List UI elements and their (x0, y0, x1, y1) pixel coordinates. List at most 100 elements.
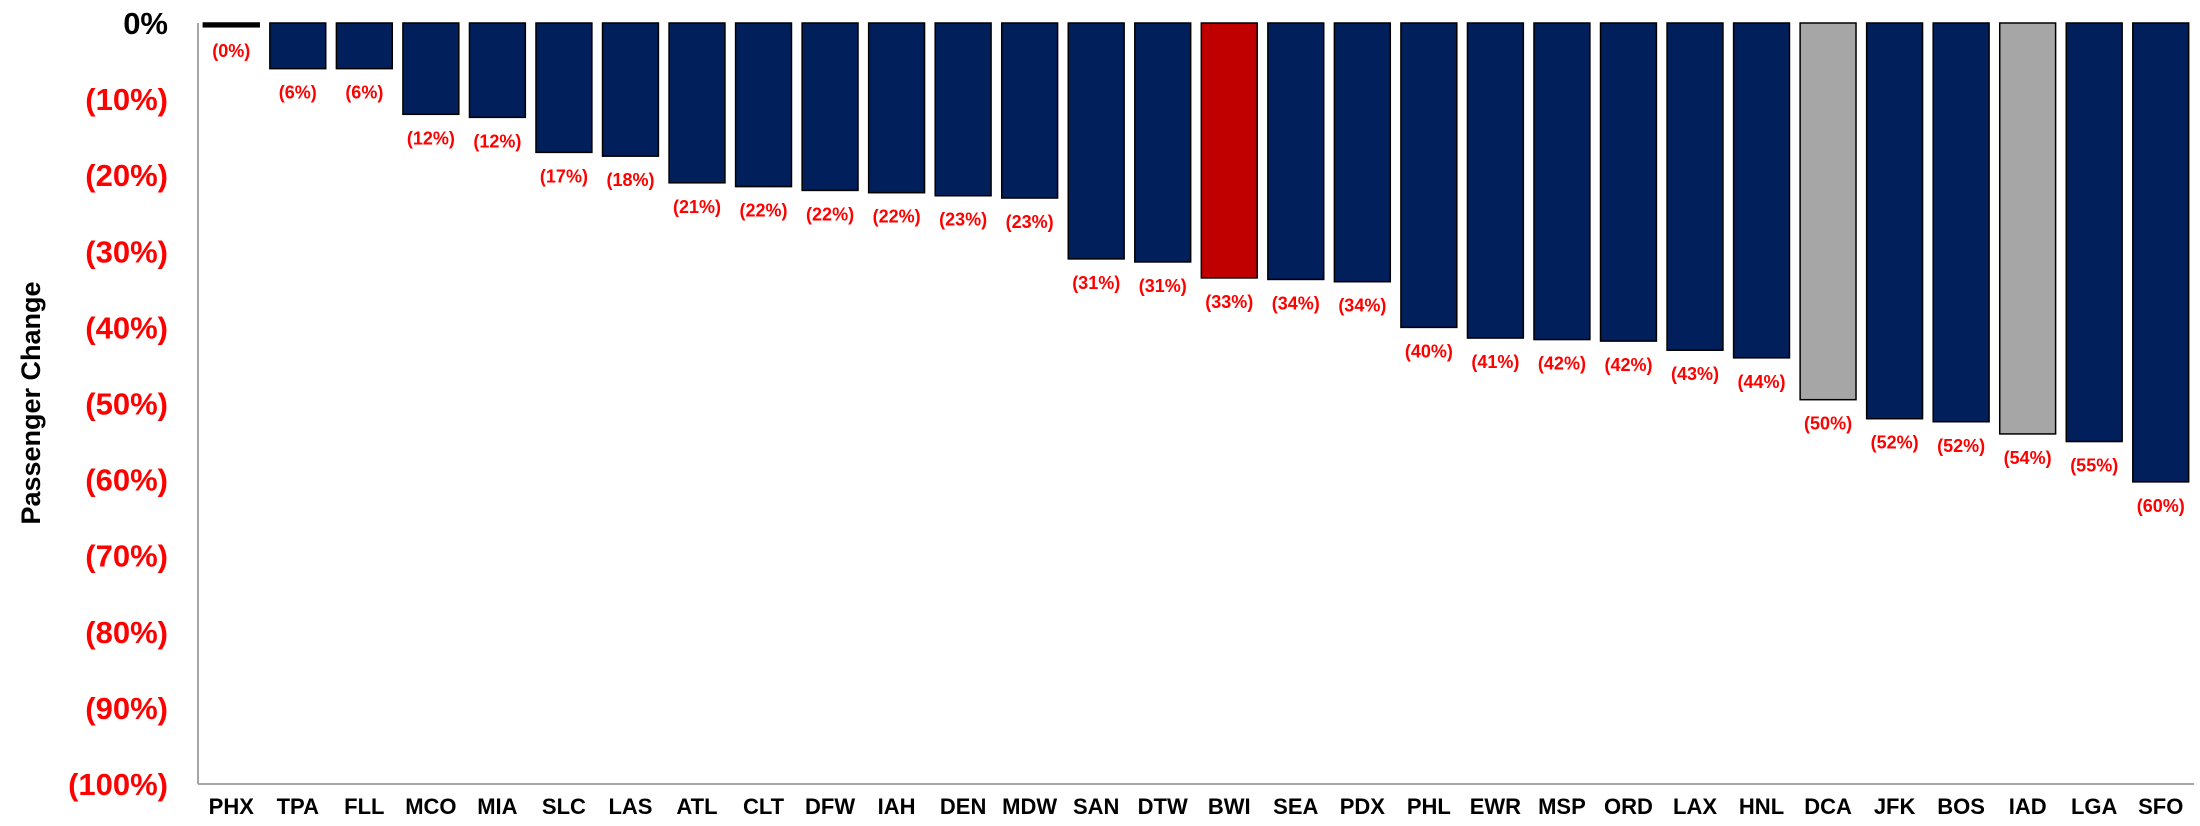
data-label-mco: (12%) (407, 128, 455, 148)
x-tick-label-sea: SEA (1273, 794, 1318, 819)
x-tick-label-clt: CLT (743, 794, 785, 819)
data-label-fll: (6%) (345, 83, 383, 103)
bar-sfo (2132, 22, 2190, 483)
bar-iah (867, 22, 926, 194)
bar-phx (202, 22, 260, 28)
data-label-dfw: (22%) (806, 204, 854, 224)
y-tick-label: (100%) (68, 767, 168, 802)
x-tick-label-san: SAN (1073, 794, 1119, 819)
data-label-phl: (40%) (1405, 341, 1453, 361)
bar-fll (335, 22, 394, 70)
data-label-lga: (55%) (2070, 456, 2118, 476)
data-label-lax: (43%) (1671, 364, 1719, 384)
data-label-dtw: (31%) (1139, 276, 1187, 296)
bar-dca (1799, 22, 1857, 401)
y-tick-label: (90%) (85, 691, 168, 726)
y-tick-label: (30%) (85, 234, 168, 269)
bar-bwi (1200, 22, 1258, 279)
x-tick-label-mco: MCO (405, 794, 456, 819)
bar-phl (1400, 22, 1458, 329)
data-label-sea: (34%) (1272, 293, 1320, 313)
bar-pdx (1333, 22, 1392, 283)
x-tick-label-dtw: DTW (1138, 794, 1188, 819)
bar-msp (1533, 22, 1591, 341)
x-tick-label-mia: MIA (477, 794, 517, 819)
data-label-bwi: (33%) (1205, 292, 1253, 312)
data-label-atl: (21%) (673, 197, 721, 217)
data-label-dca: (50%) (1804, 414, 1852, 434)
x-tick-label-iad: IAD (2009, 794, 2047, 819)
x-tick-label-phl: PHL (1407, 794, 1451, 819)
y-tick-label: (40%) (85, 310, 168, 345)
x-tick-label-bwi: BWI (1208, 794, 1251, 819)
y-tick-label: (60%) (85, 463, 168, 498)
bar-sea (1267, 22, 1325, 281)
bar-san (1067, 22, 1125, 260)
x-tick-label-pdx: PDX (1340, 794, 1386, 819)
bar-hnl (1732, 22, 1791, 359)
x-tick-label-msp: MSP (1538, 794, 1586, 819)
x-tick-label-den: DEN (940, 794, 986, 819)
y-tick-label: (80%) (85, 615, 168, 650)
data-label-sfo: (60%) (2137, 496, 2185, 516)
x-tick-label-iah: IAH (878, 794, 916, 819)
data-label-hnl: (44%) (1738, 372, 1786, 392)
data-label-mia: (12%) (473, 131, 521, 151)
data-label-san: (31%) (1072, 273, 1120, 293)
bar-atl (668, 22, 726, 184)
bar-lax (1666, 22, 1724, 351)
data-label-msp: (42%) (1538, 354, 1586, 374)
bars (202, 22, 2190, 483)
data-label-clt: (22%) (740, 201, 788, 221)
x-tick-label-dfw: DFW (805, 794, 855, 819)
data-label-tpa: (6%) (279, 83, 317, 103)
bar-bos (1932, 22, 1990, 423)
bar-mdw (1000, 22, 1059, 199)
bar-ewr (1466, 22, 1525, 339)
x-tick-label-ewr: EWR (1470, 794, 1521, 819)
x-tick-label-hnl: HNL (1739, 794, 1784, 819)
category-labels: PHX TPA FLL MCO MIA SLC LAS ATL CLT DFW IAH DEN MDW S… (209, 794, 2184, 819)
data-label-bos: (52%) (1937, 436, 1985, 456)
bar-jfk (1865, 22, 1924, 420)
data-label-ewr: (41%) (1471, 352, 1519, 372)
data-label-mdw: (23%) (1006, 212, 1054, 232)
bar-clt (734, 22, 793, 188)
bar-mco (402, 22, 460, 116)
data-label-iad: (54%) (2004, 448, 2052, 468)
x-tick-label-bos: BOS (1937, 794, 1985, 819)
data-label-las: (18%) (606, 170, 654, 190)
bar-ord (1599, 22, 1658, 342)
data-label-jfk: (52%) (1871, 433, 1919, 453)
data-label-ord: (42%) (1604, 355, 1652, 375)
x-tick-label-las: LAS (608, 794, 652, 819)
y-axis-tick-labels: 0% (10%) (20%) (30%) (40%) (50%) (60%) (70%) (80… (68, 6, 168, 802)
y-tick-label: 0% (123, 6, 168, 41)
x-tick-label-slc: SLC (542, 794, 586, 819)
data-label-pdx: (34%) (1338, 296, 1386, 316)
x-tick-label-jfk: JFK (1874, 794, 1916, 819)
y-tick-label: (10%) (85, 82, 168, 117)
bar-slc (535, 22, 593, 154)
bar-tpa (269, 22, 327, 70)
data-label-iah: (22%) (873, 207, 921, 227)
bar-iad (1998, 22, 2057, 435)
y-tick-label: (50%) (85, 387, 168, 422)
bar-den (934, 22, 992, 197)
y-tick-label: (20%) (85, 158, 168, 193)
data-label-slc: (17%) (540, 166, 588, 186)
x-tick-label-phx: PHX (209, 794, 255, 819)
x-tick-label-atl: ATL (676, 794, 717, 819)
x-tick-label-fll: FLL (344, 794, 384, 819)
x-tick-label-mdw: MDW (1002, 794, 1057, 819)
bar-dtw (1134, 22, 1192, 263)
bar-mia (468, 22, 527, 119)
x-tick-label-dca: DCA (1804, 794, 1852, 819)
data-labels: (0%) (6%) (6%) (12%) (12%) (17%) (18%) (21%) (22… (212, 41, 2184, 516)
bar-dfw (801, 22, 859, 192)
x-tick-label-sfo: SFO (2138, 794, 2183, 819)
y-tick-label: (70%) (85, 539, 168, 574)
x-tick-label-tpa: TPA (277, 794, 319, 819)
bar-las (601, 22, 660, 157)
